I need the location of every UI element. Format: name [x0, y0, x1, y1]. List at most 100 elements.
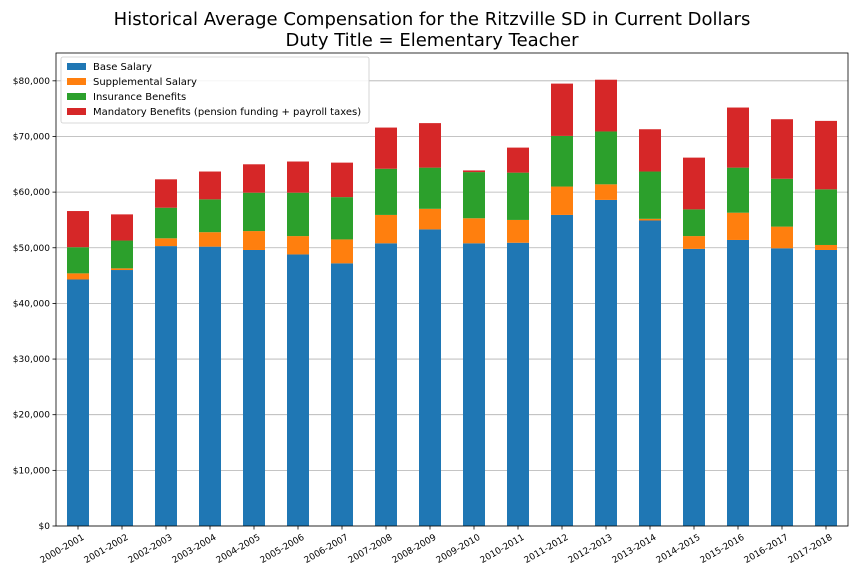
bar-segment-3: [551, 135, 573, 187]
legend-swatch-1: [67, 63, 86, 70]
bar-segment-1: [463, 243, 485, 527]
bar-segment-3: [243, 192, 265, 232]
bar-segment-1: [683, 248, 705, 527]
bar-segment-2: [331, 239, 353, 264]
bar-segment-4: [155, 179, 177, 208]
bar-segment-2: [771, 226, 793, 249]
y-tick-label: $30,000: [13, 355, 50, 365]
bar-segment-4: [67, 211, 89, 248]
x-tick-label: 2017-2018: [787, 533, 835, 566]
bar-segment-4: [639, 129, 661, 172]
x-tick-label: 2004-2005: [215, 533, 262, 566]
bar-segment-1: [507, 242, 529, 526]
x-tick-label: 2002-2003: [127, 533, 174, 566]
bar-segment-3: [815, 189, 837, 245]
x-tick-label: 2014-2015: [655, 533, 702, 566]
x-tick-label: 2010-2011: [479, 533, 526, 566]
bar-segment-4: [551, 83, 573, 136]
x-tick-label: 2005-2006: [259, 533, 307, 566]
bar-segment-2: [287, 236, 309, 255]
x-tick-label: 2009-2010: [435, 533, 483, 566]
y-tick-label: $70,000: [13, 132, 50, 142]
bar-segment-1: [155, 246, 177, 527]
bar-segment-1: [287, 254, 309, 526]
bar-segment-1: [331, 263, 353, 526]
legend-swatch-4: [67, 108, 86, 115]
bar-segment-1: [595, 199, 617, 526]
x-tick-label: 2016-2017: [743, 533, 790, 566]
bar-segment-4: [815, 120, 837, 190]
bar-segment-2: [67, 273, 89, 280]
y-tick-label: $50,000: [13, 244, 50, 254]
bar-segment-3: [639, 171, 661, 219]
bar-segment-4: [507, 147, 529, 173]
chart-title: Historical Average Compensation for the …: [113, 9, 751, 30]
bar-segment-2: [375, 214, 397, 244]
bar-segment-4: [727, 107, 749, 168]
bar-segment-3: [507, 172, 529, 220]
bar-segment-3: [375, 168, 397, 215]
bar-segment-2: [551, 186, 573, 215]
y-tick-label: $80,000: [13, 77, 50, 87]
bar-segment-2: [463, 218, 485, 244]
bar-segment-3: [199, 199, 221, 233]
bar-segment-1: [727, 239, 749, 526]
bar-segment-1: [67, 279, 89, 526]
x-tick-label: 2000-2001: [39, 533, 86, 566]
bar-segment-1: [111, 270, 133, 526]
bar-segment-2: [507, 219, 529, 243]
legend-label-1: Base Salary: [93, 62, 152, 73]
bar-segment-4: [331, 162, 353, 198]
bar-segment-3: [287, 192, 309, 237]
bar-segment-4: [111, 214, 133, 241]
bar-segment-1: [199, 246, 221, 526]
bar-segment-1: [771, 248, 793, 527]
y-tick-label: $10,000: [13, 466, 50, 476]
bar-segment-1: [419, 229, 441, 526]
legend-swatch-3: [67, 93, 86, 100]
x-tick-label: 2012-2013: [567, 533, 614, 566]
x-tick-label: 2001-2002: [83, 533, 130, 566]
bar-segment-3: [155, 207, 177, 239]
bar-segment-4: [683, 157, 705, 210]
bar-segment-4: [375, 127, 397, 169]
y-tick-label: $40,000: [13, 299, 50, 309]
bar-segment-2: [199, 232, 221, 247]
bar-segment-2: [243, 231, 265, 250]
bar-segment-2: [155, 238, 177, 247]
bar-segment-3: [111, 240, 133, 269]
x-tick-label: 2003-2004: [171, 533, 219, 566]
bar-segment-3: [67, 247, 89, 274]
bar-segment-4: [463, 170, 485, 173]
bar-segment-3: [727, 167, 749, 213]
bar-segment-3: [463, 172, 485, 219]
legend-box: [60, 56, 370, 124]
bar-segment-3: [771, 178, 793, 227]
bar-segment-2: [111, 268, 133, 271]
legend-label-3: Insurance Benefits: [93, 92, 186, 103]
bar-segment-2: [727, 212, 749, 240]
x-tick-label: 2011-2012: [523, 533, 570, 566]
bar-segment-4: [199, 171, 221, 200]
bar-segment-3: [595, 131, 617, 185]
bar-segment-2: [639, 218, 661, 221]
legend-label-4: Mandatory Benefits (pension funding + pa…: [93, 107, 361, 118]
x-tick-label: 2008-2009: [391, 533, 439, 566]
bar-segment-2: [419, 208, 441, 230]
x-tick-label: 2015-2016: [699, 533, 747, 566]
bar-segment-3: [419, 167, 441, 209]
bar-segment-1: [639, 220, 661, 526]
bar-segment-1: [375, 243, 397, 527]
plot-frame: [55, 52, 849, 527]
x-tick-label: 2007-2008: [347, 533, 395, 566]
bar-segment-1: [815, 249, 837, 526]
bar-segment-4: [419, 123, 441, 168]
y-tick-label: $0: [39, 522, 51, 532]
bar-segment-2: [683, 236, 705, 249]
bar-segment-4: [287, 161, 309, 193]
x-tick-label: 2013-2014: [611, 533, 659, 566]
y-tick-label: $20,000: [13, 411, 50, 421]
bar-segment-4: [243, 164, 265, 193]
